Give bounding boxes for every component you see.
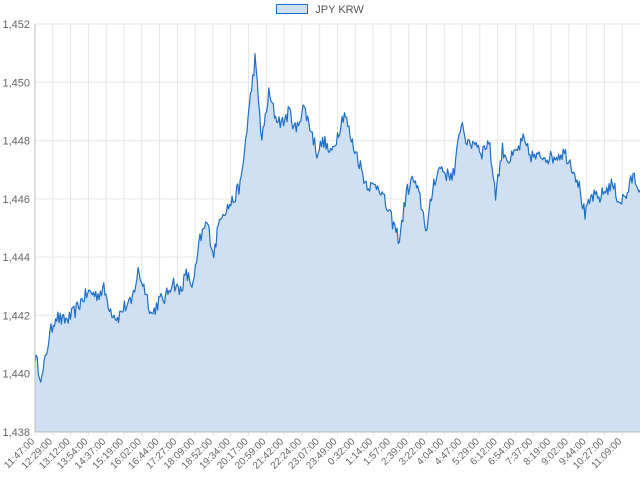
legend-label: JPY KRW [315, 4, 364, 16]
legend-swatch [276, 4, 309, 14]
y-tick-label: 1,438 [2, 427, 30, 439]
series-line-jpy-krw[interactable] [34, 53, 640, 383]
y-tick-label: 1,446 [2, 194, 30, 206]
x-axis: 11:47:0012:29:0013:12:0013:54:0014:37:00… [2, 431, 640, 472]
chart-legend[interactable]: JPY KRW [0, 4, 640, 16]
y-tick-label: 1,452 [2, 19, 30, 31]
area-series [34, 53, 640, 432]
y-tick-label: 1,440 [2, 369, 30, 381]
y-tick-label: 1,450 [2, 77, 30, 89]
y-tick-label: 1,444 [2, 252, 30, 264]
y-tick-label: 1,448 [2, 136, 30, 148]
y-tick-label: 1,442 [2, 310, 30, 322]
area-fill [35, 53, 640, 432]
y-axis: 1,438 1,440 1,442 1,444 1,446 1,448 1,450 1,452 [2, 19, 36, 439]
